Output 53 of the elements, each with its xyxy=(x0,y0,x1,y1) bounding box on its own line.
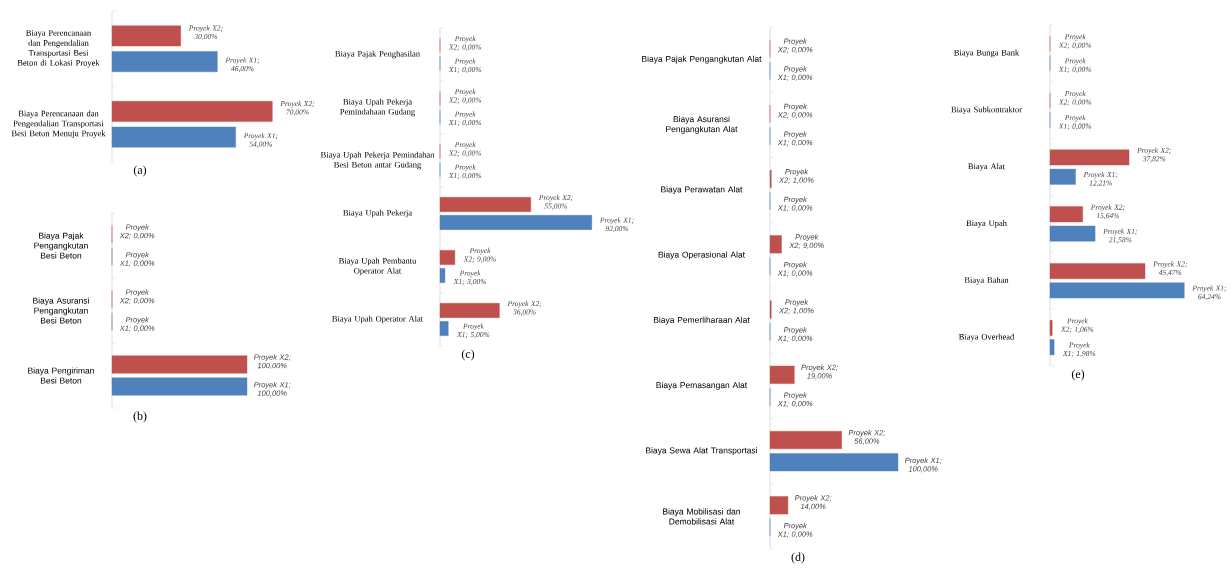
bar xyxy=(769,235,782,254)
bar xyxy=(769,496,789,515)
bar xyxy=(1049,282,1185,299)
y-tick-label: Biaya Pemasangan Alat xyxy=(656,381,748,390)
y-tick-label: Biaya Operasional Alat xyxy=(658,251,745,260)
y-tick-label: Biaya Perencanaan dan Pengendalian Transportasi Besi Beton Menuju Proyek xyxy=(11,110,106,139)
bar xyxy=(439,303,500,318)
y-tick-label: Biaya Upah xyxy=(966,220,1007,228)
bar xyxy=(1049,263,1146,279)
y-tick-label: Biaya Upah Pekerja Pemindahaan Gudang xyxy=(340,98,415,117)
text: (b) xyxy=(133,411,147,423)
bar xyxy=(439,250,456,265)
bar xyxy=(111,101,273,122)
text: (e) xyxy=(1071,369,1085,381)
bar xyxy=(1049,339,1055,356)
bar xyxy=(769,431,842,450)
bar xyxy=(769,365,795,384)
y-tick-label: Biaya Upah Pembantu Operator Alat xyxy=(338,257,417,276)
y-tick-label: Biaya Pajak Pengangkutan Alat xyxy=(642,55,762,64)
y-tick-label: Biaya Asuransi Pengangkutan Alat xyxy=(666,115,738,134)
bar xyxy=(439,321,449,336)
bar xyxy=(439,215,592,230)
y-tick-label: Biaya Upah Operator Alat xyxy=(332,315,424,324)
y-tick-label: Biaya Perawatan Alat xyxy=(661,186,743,195)
text: (c) xyxy=(461,349,475,361)
y-tick-label: Biaya Bunga Bank xyxy=(954,49,1020,58)
bar xyxy=(111,126,236,148)
y-tick-label: Biaya Pemerliharaan Alat xyxy=(653,316,750,325)
text: (a) xyxy=(133,165,147,177)
y-tick-label: Biaya Pengiriman Besi Beton xyxy=(28,367,94,384)
y-tick-label: Biaya Subkontraktor xyxy=(951,106,1022,115)
bar xyxy=(1049,225,1096,242)
bar xyxy=(1049,168,1076,185)
bar xyxy=(111,51,218,72)
y-tick-label: Biaya Overhead xyxy=(959,333,1015,342)
y-tick-label: Biaya Upah Pekerja xyxy=(343,209,412,218)
y-tick-label: Biaya Upah Pekerja Pemindahan Besi Beton antar Gudang xyxy=(320,151,435,170)
bar xyxy=(769,453,899,472)
y-tick-label: Biaya Pajak Penghasilan xyxy=(335,50,420,59)
bar xyxy=(1049,206,1083,223)
y-tick-label: Biaya Pajak Pengangkutan Besi Beton xyxy=(34,232,88,259)
bar xyxy=(439,197,531,212)
y-tick-label: Biaya Mobilisasi dan Demobilisasi Alat xyxy=(663,508,740,525)
bar xyxy=(1049,320,1053,336)
bar xyxy=(1049,149,1130,166)
bar xyxy=(111,25,181,47)
y-tick-label: Biaya Alat xyxy=(968,163,1006,171)
y-tick-label: Biaya Sewa Alat Transportasi xyxy=(646,447,757,456)
text: (d) xyxy=(791,552,805,564)
bar xyxy=(439,268,446,283)
y-tick-label: Biaya Asuransi Pengangkutan Besi Beton xyxy=(33,297,89,324)
y-tick-label: Biaya Bahan xyxy=(964,276,1009,285)
y-tick-label: Biaya Perencanaan dan Pengendalian Transportasi Besi Beton di Lokasi Proyek xyxy=(17,30,100,68)
